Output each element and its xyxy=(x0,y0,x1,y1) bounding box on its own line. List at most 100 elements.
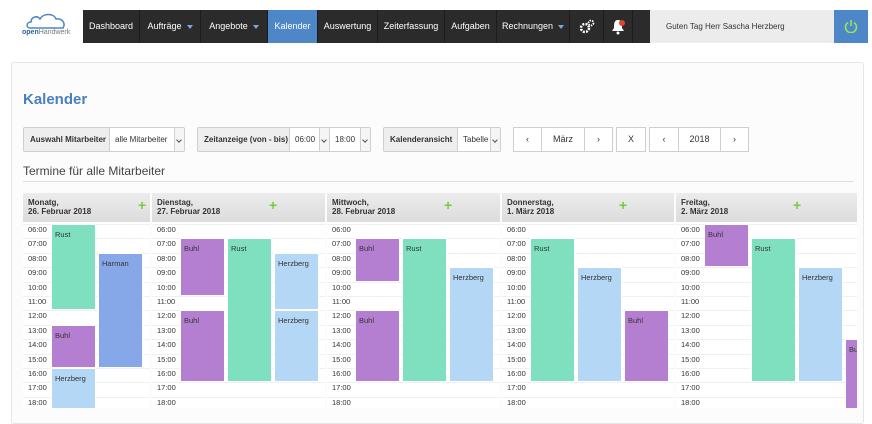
time-label: 06:00 xyxy=(28,225,47,234)
year-next-button[interactable]: › xyxy=(720,127,749,152)
day-name: Freitag, xyxy=(681,198,710,207)
menu-item[interactable]: Angebote xyxy=(201,10,268,43)
month-next-button[interactable]: › xyxy=(584,127,613,152)
year-display: 2018 xyxy=(678,127,721,152)
add-event-button[interactable]: + xyxy=(793,197,802,213)
select-value: 18:00 xyxy=(335,135,356,144)
calendar-event[interactable]: Herzberg xyxy=(274,310,319,383)
logo-suffix: Handwerk xyxy=(38,29,71,36)
day-column: Mittwoch, 28. Februar 2018 +06:00 07:00 08:0… xyxy=(327,193,500,408)
calendar-event[interactable]: Buhl xyxy=(704,224,749,268)
day-header: Freitag, 2. März 2018 + xyxy=(676,193,857,222)
hour-row xyxy=(502,238,674,240)
menu-item[interactable]: Aufträge xyxy=(140,10,201,43)
calendar-event[interactable]: Herzberg xyxy=(449,267,494,383)
calendar-event[interactable]: Herzberg xyxy=(798,267,843,383)
day-header: Monatg, 26. Februar 2018 + xyxy=(23,193,150,222)
day-date: 26. Februar 2018 xyxy=(28,207,92,216)
menu-item[interactable]: Kalender xyxy=(268,10,318,43)
settings-button[interactable] xyxy=(570,10,604,43)
hour-row xyxy=(327,224,500,225)
select-arrow xyxy=(174,128,184,151)
add-event-button[interactable]: + xyxy=(269,197,278,213)
menu-label: Aufträge xyxy=(147,21,182,31)
month-prev-button[interactable]: ‹ xyxy=(513,127,542,152)
filter-label: Zeitanzeige (von - bis) xyxy=(198,128,290,151)
navbar: openHandwerk Dashboard Aufträge Angebote… xyxy=(0,10,868,43)
calendar-event[interactable]: Herzberg xyxy=(51,368,96,408)
filter-label: Kalenderansicht xyxy=(384,128,458,151)
menu-item[interactable]: Zeiterfassung xyxy=(378,10,445,43)
time-label: 14:00 xyxy=(157,340,176,350)
menu-item[interactable]: Dashboard xyxy=(83,10,140,43)
greeting: Guten Tag Herr Sascha Herzberg xyxy=(666,22,785,31)
day-name: Donnerstag, xyxy=(507,198,554,207)
menu-item[interactable]: Rechnungen xyxy=(497,10,570,43)
month-display: März xyxy=(541,127,585,152)
calendar-event[interactable]: Buhl xyxy=(51,324,96,368)
calendar-event[interactable]: Buhl xyxy=(355,310,400,383)
time-from-select[interactable]: 06:00 xyxy=(290,128,330,151)
calendar-event[interactable]: Rust xyxy=(530,238,575,383)
calendar-event[interactable]: Herzberg xyxy=(274,252,319,311)
power-icon xyxy=(844,20,858,33)
section-title: Termine für alle Mitarbeiter xyxy=(23,164,166,178)
time-label: 07:00 xyxy=(28,239,47,249)
select-arrow xyxy=(360,128,370,151)
add-event-button[interactable]: + xyxy=(619,197,628,213)
reset-button[interactable]: X xyxy=(616,127,646,152)
calendar-event[interactable]: Buhl xyxy=(624,310,669,383)
time-label: 07:00 xyxy=(507,239,526,249)
menu-item[interactable]: Aufgaben xyxy=(445,10,497,43)
select-arrow xyxy=(319,128,329,151)
day-name: Dienstag, xyxy=(157,198,194,207)
calendar-event[interactable]: Rust xyxy=(51,224,96,311)
time-label: 18:00 xyxy=(332,397,351,407)
logo-text: openHandwerk xyxy=(22,29,70,36)
hour-row xyxy=(502,224,674,225)
day-name: Mittwoch, xyxy=(332,198,369,207)
calendar-event[interactable]: Buhl xyxy=(180,238,225,296)
calendar-event[interactable]: Rust xyxy=(402,238,447,383)
logout-button[interactable] xyxy=(834,10,868,43)
view-select[interactable]: Tabelle xyxy=(458,128,500,151)
time-label: 18:00 xyxy=(507,397,526,407)
page: {"navbar": {"logo_prefix": "open", "logo… xyxy=(0,0,872,408)
filter-label: Auswahl Mitarbeiter xyxy=(24,128,110,151)
time-label: 11:00 xyxy=(681,297,700,306)
calendar-event[interactable]: Rust xyxy=(227,238,272,383)
time-label: 13:00 xyxy=(157,325,176,335)
time-label: 07:00 xyxy=(157,239,176,249)
notification-button[interactable] xyxy=(604,10,633,43)
time-label: 12:00 xyxy=(681,311,700,321)
add-event-button[interactable]: + xyxy=(444,197,453,213)
logo-prefix: open xyxy=(22,29,39,36)
time-label: 17:00 xyxy=(681,383,700,393)
add-event-button[interactable]: + xyxy=(138,197,147,213)
time-label: 10:00 xyxy=(28,282,47,292)
calendar-event[interactable]: Herzberg xyxy=(577,267,622,383)
year-prev-button[interactable]: ‹ xyxy=(649,127,679,152)
hour-row xyxy=(502,396,674,398)
calendar-event[interactable]: Harman xyxy=(98,252,143,368)
calendar-event[interactable]: Buhl xyxy=(355,238,400,282)
calendar-event[interactable]: Rust xyxy=(751,238,796,383)
calendar-event[interactable]: Buhl xyxy=(180,310,225,383)
time-to-select[interactable]: 18:00 xyxy=(330,128,370,151)
day-column: Dienstag, 27. Februar 2018 +06:00 07:00 08:0… xyxy=(152,193,325,408)
time-label: 12:00 xyxy=(507,311,526,321)
menu-label: Aufgaben xyxy=(451,21,490,31)
time-label: 09:00 xyxy=(157,268,176,278)
time-label: 15:00 xyxy=(157,354,176,364)
menu-item[interactable]: Auswertung xyxy=(318,10,378,43)
logo[interactable]: openHandwerk xyxy=(0,10,83,43)
hour-row xyxy=(23,310,150,312)
menu-label: Dashboard xyxy=(88,21,134,31)
menu-label: Angebote xyxy=(209,21,248,31)
calendar-event[interactable]: Buhl xyxy=(845,339,857,408)
hour-row xyxy=(327,382,500,384)
time-label: 14:00 xyxy=(28,340,47,350)
time-label: 15:00 xyxy=(28,354,47,364)
employee-select[interactable]: alle Mitarbeiter xyxy=(110,128,184,151)
select-value: Tabelle xyxy=(463,135,489,144)
